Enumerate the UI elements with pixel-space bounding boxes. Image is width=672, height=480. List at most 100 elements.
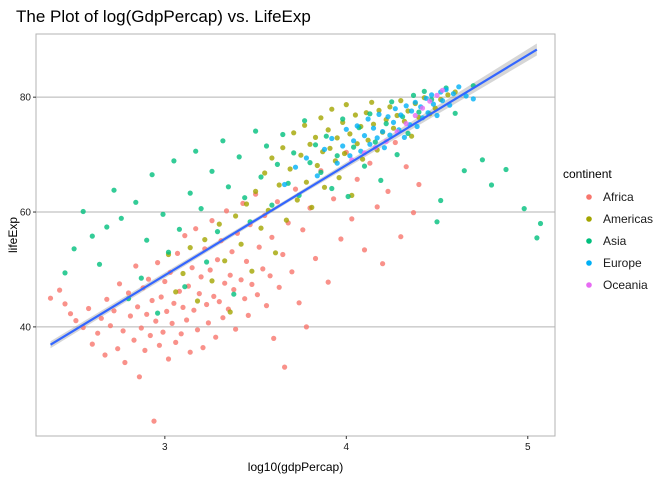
data-point (269, 155, 275, 161)
data-point (176, 226, 182, 232)
data-point (312, 142, 319, 148)
data-point (160, 211, 166, 217)
data-point (334, 135, 340, 141)
data-point (149, 172, 155, 178)
data-point (47, 295, 54, 301)
data-point (165, 356, 172, 362)
data-point (401, 134, 407, 140)
legend-items: Africa Americas Asia Europe Oceania (586, 190, 653, 292)
data-point (410, 92, 417, 98)
chart-title: The Plot of log(GdpPercap) vs. LifeExp (16, 7, 311, 26)
data-point (71, 246, 77, 252)
data-point (521, 206, 527, 212)
series-americas (165, 89, 458, 315)
data-point (438, 197, 444, 204)
data-point (374, 204, 380, 210)
data-point (165, 249, 172, 255)
data-point (258, 174, 264, 180)
data-point (325, 127, 331, 133)
data-point (104, 224, 110, 230)
data-point (171, 300, 177, 306)
data-point (312, 134, 319, 140)
data-point (340, 143, 346, 149)
data-point (223, 208, 230, 214)
y-tick-label: 80 (20, 93, 32, 104)
x-tick-label: 4 (344, 442, 350, 453)
data-point (269, 202, 275, 208)
data-point (67, 311, 74, 317)
data-point (296, 300, 302, 306)
data-point (416, 181, 422, 188)
data-point (292, 164, 299, 170)
data-point (361, 163, 368, 169)
data-point (390, 125, 397, 131)
data-point (102, 352, 108, 358)
data-point (151, 418, 157, 424)
data-point (57, 287, 63, 293)
data-point (329, 185, 335, 192)
data-point (243, 258, 250, 264)
y-axis-title: lifeExp (6, 217, 20, 253)
legend-key (586, 282, 592, 288)
data-point (300, 227, 306, 233)
data-point (222, 258, 228, 264)
data-point (158, 294, 164, 300)
data-point (213, 334, 219, 340)
data-point (209, 218, 215, 224)
x-axis-ticks: 3 4 5 (162, 436, 531, 453)
data-point (416, 109, 422, 115)
data-point (352, 112, 358, 118)
data-point (331, 196, 337, 202)
data-point (351, 138, 357, 144)
data-point (86, 305, 92, 312)
data-point (243, 201, 250, 207)
data-point (325, 279, 331, 285)
data-point (233, 326, 239, 332)
data-point (184, 317, 190, 323)
data-point (182, 233, 188, 239)
data-point (434, 219, 440, 225)
data-point (80, 208, 86, 215)
data-point (398, 112, 404, 118)
data-point (193, 226, 199, 232)
data-point (412, 112, 418, 119)
data-point (367, 160, 373, 166)
data-point (262, 170, 268, 176)
data-point (263, 303, 270, 309)
data-point (145, 276, 152, 282)
data-point (405, 130, 411, 136)
data-point (162, 278, 168, 285)
legend-item-europe: Europe (586, 256, 642, 270)
data-point (242, 195, 248, 201)
data-point (274, 199, 280, 205)
data-point (360, 156, 366, 162)
data-point (354, 141, 360, 147)
data-point (340, 116, 346, 122)
data-point (253, 188, 259, 194)
data-point (439, 98, 446, 104)
data-point (298, 152, 304, 158)
data-point (209, 278, 215, 284)
data-point (198, 274, 204, 280)
plot-panel (35, 33, 556, 437)
y-tick-label: 40 (20, 322, 32, 333)
data-point (204, 301, 210, 308)
data-point (125, 290, 132, 296)
data-point (242, 296, 248, 302)
data-point (419, 105, 426, 111)
data-point (385, 114, 391, 120)
legend-title: continent (563, 167, 612, 181)
data-point (138, 325, 144, 331)
panel-border (35, 33, 556, 437)
data-point (370, 125, 377, 131)
data-point (403, 103, 409, 109)
data-point (214, 229, 221, 235)
legend-key (586, 194, 592, 200)
data-point (314, 162, 320, 169)
data-point (231, 291, 237, 297)
data-point (367, 111, 373, 117)
data-point (334, 160, 340, 166)
data-point (263, 143, 270, 149)
data-point (156, 342, 162, 348)
